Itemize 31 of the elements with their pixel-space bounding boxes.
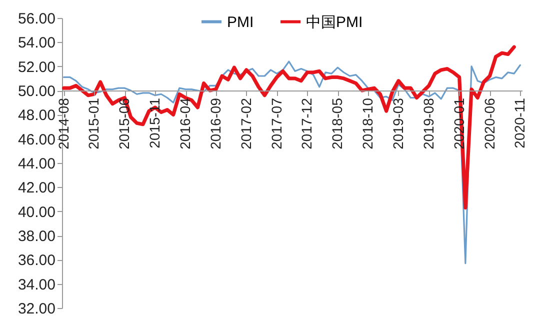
y-tick-label: 46.00: [18, 131, 56, 148]
y-tick-label: 54.00: [18, 34, 56, 52]
y-tick-label: 34.00: [18, 276, 56, 294]
y-tick-label: 40.00: [18, 204, 56, 221]
x-tick-label: 2019-03: [390, 98, 406, 150]
y-tick-label: 42.00: [18, 180, 56, 197]
legend-label: 中国PMI: [306, 14, 363, 31]
x-tick-label: 2018-10: [360, 98, 376, 150]
y-tick-label: 44.00: [18, 156, 56, 172]
x-tick-label: 2020-11: [512, 98, 528, 148]
y-tick-label: 56.00: [18, 10, 56, 28]
y-tick-label: 50.00: [18, 83, 56, 100]
x-tick-label: 2015-01: [86, 98, 102, 150]
x-tick-label: 2018-05: [329, 98, 346, 150]
x-tick-label: 2020-06: [481, 98, 498, 150]
y-tick-label: 38.00: [18, 228, 56, 245]
y-tick-label: 48.00: [18, 107, 56, 124]
legend-label: PMI: [227, 14, 254, 31]
y-tick-label: 52.00: [18, 58, 56, 76]
x-tick-label: 2017-07: [268, 98, 284, 150]
x-tick-label: 2016-04: [177, 98, 194, 150]
x-tick-label: 2014-08: [55, 98, 72, 150]
x-tick-label: 2017-02: [238, 98, 254, 150]
x-tick-label: 2020-01: [450, 98, 467, 150]
y-tick-label: 32.00: [18, 300, 56, 318]
x-tick-label: 2016-09: [207, 98, 224, 150]
y-tick-label: 36.00: [18, 252, 56, 270]
x-tick-label: 2015-11: [146, 98, 163, 148]
x-tick-label: 2019-08: [420, 98, 436, 150]
x-tick-label: 2017-12: [298, 98, 315, 150]
x-tick-label: 2015-06: [116, 98, 132, 150]
